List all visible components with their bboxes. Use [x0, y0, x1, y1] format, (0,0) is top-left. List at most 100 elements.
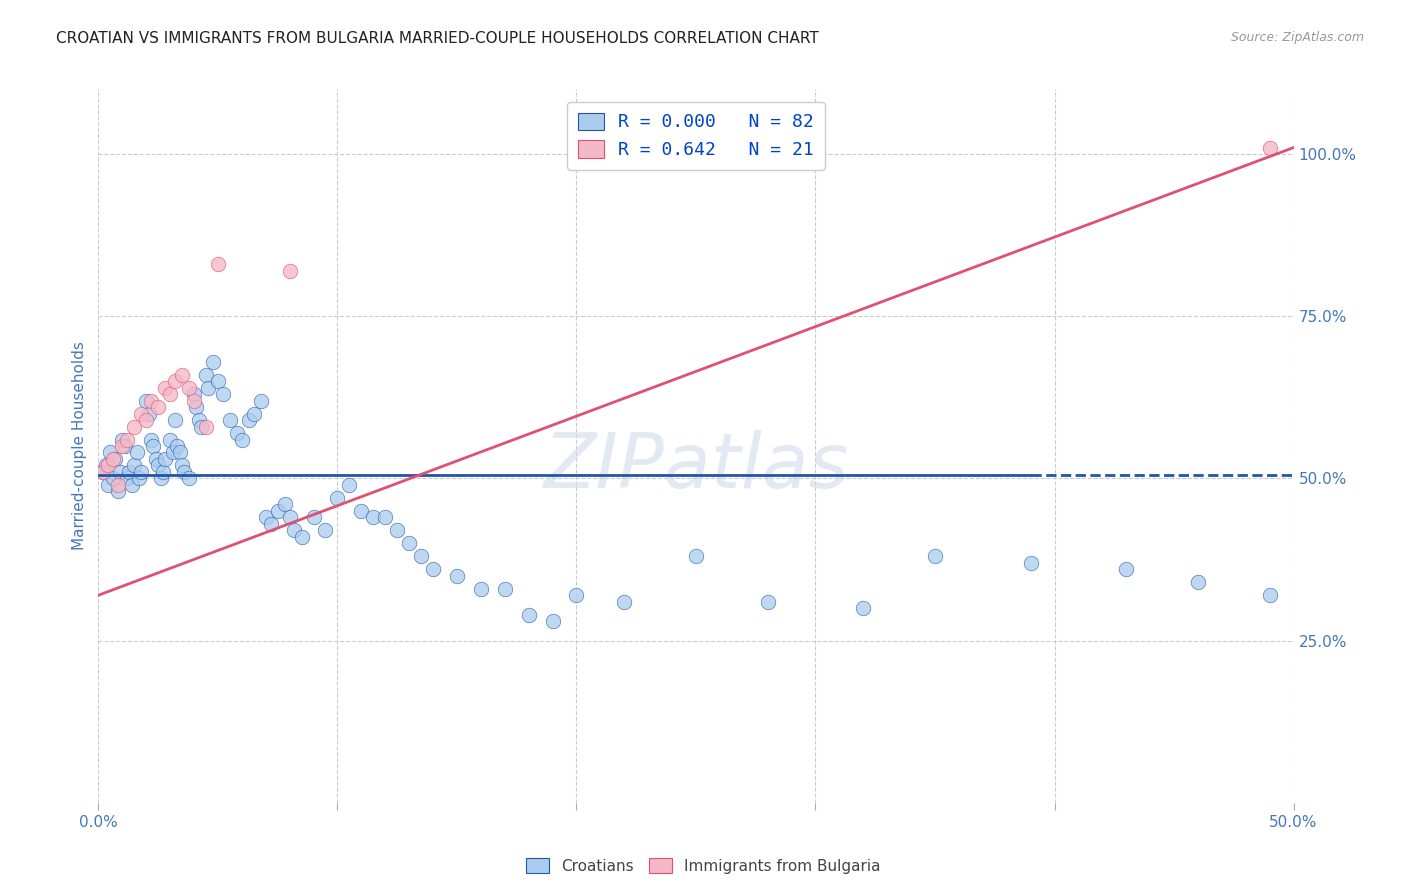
- Point: [131, 407, 153, 421]
- Point: [541, 614, 564, 628]
- Point: [114, 439, 136, 453]
- Point: [179, 471, 201, 485]
- Point: [111, 439, 134, 453]
- Point: [259, 516, 281, 531]
- Point: [107, 484, 129, 499]
- Point: [1258, 140, 1281, 154]
- Point: [250, 393, 273, 408]
- Point: [194, 368, 218, 382]
- Point: [163, 413, 186, 427]
- Point: [97, 478, 120, 492]
- Point: [163, 374, 186, 388]
- Point: [101, 452, 124, 467]
- Point: [152, 465, 174, 479]
- Point: [115, 433, 138, 447]
- Point: [363, 510, 385, 524]
- Point: [231, 433, 253, 447]
- Text: ZIPatlas: ZIPatlas: [543, 431, 849, 504]
- Point: [190, 419, 212, 434]
- Point: [202, 354, 225, 368]
- Point: [267, 504, 290, 518]
- Point: [148, 400, 170, 414]
- Point: [111, 433, 134, 447]
- Point: [1187, 575, 1209, 590]
- Point: [517, 607, 540, 622]
- Point: [98, 445, 122, 459]
- Point: [374, 510, 396, 524]
- Point: [139, 433, 162, 447]
- Point: [139, 393, 162, 408]
- Point: [121, 478, 143, 492]
- Point: [1258, 588, 1281, 602]
- Point: [219, 413, 242, 427]
- Point: [148, 458, 170, 473]
- Point: [494, 582, 516, 596]
- Point: [422, 562, 444, 576]
- Point: [135, 393, 157, 408]
- Point: [565, 588, 588, 602]
- Point: [238, 413, 260, 427]
- Point: [97, 458, 120, 473]
- Point: [278, 510, 301, 524]
- Point: [398, 536, 420, 550]
- Point: [339, 478, 360, 492]
- Y-axis label: Married-couple Households: Married-couple Households: [72, 342, 87, 550]
- Point: [138, 407, 160, 421]
- Point: [254, 510, 277, 524]
- Point: [187, 413, 209, 427]
- Point: [124, 458, 146, 473]
- Point: [326, 491, 349, 505]
- Legend: Croatians, Immigrants from Bulgaria: Croatians, Immigrants from Bulgaria: [520, 852, 886, 880]
- Point: [207, 374, 229, 388]
- Point: [172, 368, 194, 382]
- Point: [243, 407, 266, 421]
- Point: [91, 465, 114, 479]
- Point: [101, 471, 124, 485]
- Point: [385, 524, 409, 538]
- Point: [179, 381, 201, 395]
- Point: [194, 419, 218, 434]
- Point: [685, 549, 707, 564]
- Point: [159, 433, 181, 447]
- Point: [159, 387, 181, 401]
- Point: [155, 452, 177, 467]
- Text: Source: ZipAtlas.com: Source: ZipAtlas.com: [1230, 31, 1364, 45]
- Point: [207, 257, 229, 271]
- Point: [91, 465, 114, 479]
- Point: [470, 582, 492, 596]
- Point: [197, 381, 219, 395]
- Point: [107, 478, 129, 492]
- Point: [145, 452, 167, 467]
- Point: [274, 497, 297, 511]
- Point: [278, 264, 301, 278]
- Point: [446, 568, 468, 582]
- Point: [118, 465, 141, 479]
- Point: [94, 458, 117, 473]
- Point: [135, 413, 157, 427]
- Point: [166, 439, 188, 453]
- Point: [756, 595, 779, 609]
- Point: [162, 445, 184, 459]
- Point: [411, 549, 433, 564]
- Point: [125, 445, 148, 459]
- Point: [183, 387, 205, 401]
- Point: [131, 465, 153, 479]
- Point: [155, 381, 177, 395]
- Legend: R = 0.000   N = 82, R = 0.642   N = 21: R = 0.000 N = 82, R = 0.642 N = 21: [568, 102, 824, 170]
- Point: [613, 595, 636, 609]
- Point: [169, 445, 191, 459]
- Point: [173, 465, 195, 479]
- Point: [315, 524, 337, 538]
- Point: [226, 425, 249, 440]
- Point: [183, 393, 205, 408]
- Point: [211, 387, 233, 401]
- Point: [924, 549, 946, 564]
- Point: [350, 504, 373, 518]
- Point: [186, 400, 208, 414]
- Point: [104, 452, 127, 467]
- Point: [852, 601, 875, 615]
- Point: [283, 524, 305, 538]
- Point: [172, 458, 194, 473]
- Point: [108, 465, 131, 479]
- Point: [128, 471, 150, 485]
